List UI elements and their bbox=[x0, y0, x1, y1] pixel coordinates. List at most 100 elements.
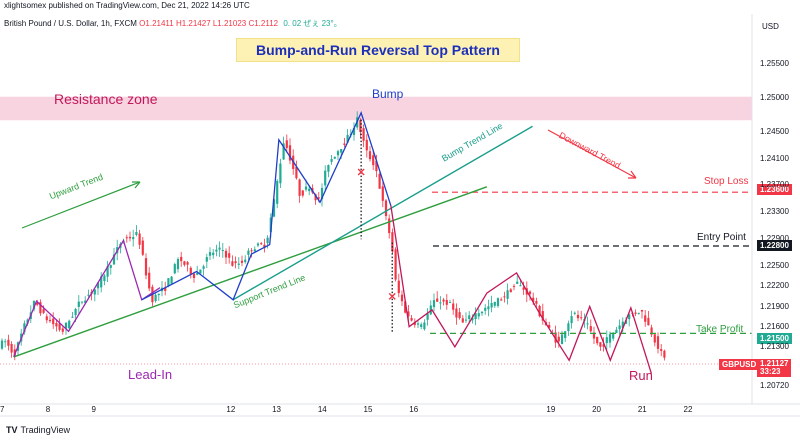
candle-body bbox=[263, 244, 266, 249]
candle-body bbox=[192, 273, 196, 278]
candle-body bbox=[362, 128, 365, 141]
entry-point-label: Entry Point bbox=[697, 232, 746, 243]
candle-body bbox=[138, 233, 141, 245]
candle-body bbox=[410, 317, 413, 321]
candle-body bbox=[285, 140, 288, 148]
bump-pattern-line bbox=[141, 111, 392, 301]
candle-body bbox=[148, 272, 151, 289]
candle-body bbox=[330, 159, 333, 162]
take-profit-label: Take Profit bbox=[696, 324, 744, 335]
candle-body bbox=[247, 250, 250, 255]
candle-body bbox=[218, 247, 221, 250]
candle-body bbox=[426, 313, 429, 320]
stop-loss-price-badge: 1.23600 bbox=[757, 184, 792, 195]
candle-body bbox=[436, 298, 439, 302]
candle-body bbox=[154, 294, 157, 302]
candle-body bbox=[100, 276, 103, 288]
candle-body bbox=[644, 315, 647, 322]
time-tick-label: 22 bbox=[683, 405, 693, 414]
tradingview-brand[interactable]: TV TradingView bbox=[6, 425, 70, 435]
candle-body bbox=[391, 232, 394, 252]
ohlc-values: O1.21411 H1.21427 L1.21023 C1.2112 bbox=[139, 19, 279, 28]
price-tick-label: 1.22500 bbox=[760, 261, 789, 271]
candle-body bbox=[228, 253, 231, 258]
candle-body bbox=[663, 350, 666, 358]
candle-body bbox=[442, 299, 445, 302]
candle-body bbox=[455, 308, 458, 318]
candle-body bbox=[452, 303, 455, 310]
candle-body bbox=[253, 249, 256, 252]
candle-body bbox=[58, 323, 61, 330]
candle-body bbox=[445, 300, 448, 305]
candle-body bbox=[93, 289, 96, 295]
candle-body bbox=[557, 336, 560, 342]
candle-body bbox=[282, 143, 285, 160]
candle-body bbox=[397, 280, 400, 294]
candle-body bbox=[576, 314, 580, 319]
candle-body bbox=[500, 299, 503, 301]
candle-body bbox=[372, 155, 375, 166]
candle-body bbox=[506, 290, 509, 299]
candle-body bbox=[573, 312, 576, 314]
candle-body bbox=[656, 336, 660, 349]
candle-body bbox=[324, 170, 327, 186]
stop-loss-label: Stop Loss bbox=[704, 176, 749, 187]
candle-body bbox=[308, 188, 311, 192]
price-tick-label: 1.22900 bbox=[760, 234, 789, 244]
candle-body bbox=[189, 267, 192, 275]
candle-body bbox=[458, 312, 461, 318]
candle-body bbox=[592, 332, 596, 339]
downward-trend-arrow bbox=[547, 129, 637, 179]
time-tick-label: 8 bbox=[45, 405, 51, 414]
candle-body bbox=[202, 266, 205, 269]
candle-body bbox=[512, 286, 516, 288]
candle-body bbox=[186, 262, 189, 265]
candle-body bbox=[407, 311, 410, 317]
run-label: Run bbox=[629, 368, 653, 383]
candle-body bbox=[279, 163, 282, 184]
candle-body bbox=[496, 298, 500, 307]
candle-body bbox=[61, 328, 64, 332]
candle-body bbox=[55, 323, 58, 327]
candle-body bbox=[487, 306, 490, 310]
candle-body bbox=[7, 339, 10, 346]
candle-body bbox=[68, 320, 71, 329]
resistance-zone-label: Resistance zone bbox=[54, 91, 158, 107]
candle-body bbox=[231, 261, 234, 266]
candle-body bbox=[128, 236, 132, 239]
candle-body bbox=[522, 287, 525, 290]
candle-body bbox=[375, 160, 378, 172]
upward-arrow-head bbox=[132, 181, 141, 189]
candle-body bbox=[314, 194, 317, 201]
candle-body bbox=[106, 266, 109, 277]
time-tick-label: 12 bbox=[226, 405, 236, 414]
price-tick-label: 1.21300 bbox=[760, 341, 789, 351]
support-trend-line bbox=[13, 186, 488, 358]
candle-body bbox=[653, 334, 656, 343]
candle-body bbox=[327, 165, 330, 172]
candle-body bbox=[96, 282, 100, 289]
candle-body bbox=[4, 341, 7, 343]
candle-body bbox=[237, 263, 240, 265]
candle-body bbox=[301, 190, 304, 196]
candle-body bbox=[384, 200, 388, 217]
candle-body bbox=[640, 309, 644, 312]
brand-name: TradingView bbox=[20, 425, 71, 435]
candle-body bbox=[621, 321, 624, 328]
candle-body bbox=[45, 316, 48, 321]
price-tick-label: 1.25000 bbox=[760, 93, 789, 103]
candle-body bbox=[183, 261, 186, 265]
candle-body bbox=[647, 317, 650, 326]
time-tick-label: 7 bbox=[0, 405, 5, 414]
candle-body bbox=[535, 301, 538, 304]
candle-body bbox=[39, 302, 42, 314]
candle-body bbox=[260, 243, 263, 245]
candle-body bbox=[208, 252, 212, 256]
candle-body bbox=[36, 302, 39, 305]
candle-body bbox=[650, 327, 653, 335]
time-tick-label: 15 bbox=[363, 405, 373, 414]
candle-body bbox=[660, 349, 663, 351]
bump-trend-line bbox=[232, 125, 533, 301]
current-price-badge: 1.21127 33:23 bbox=[757, 359, 792, 377]
